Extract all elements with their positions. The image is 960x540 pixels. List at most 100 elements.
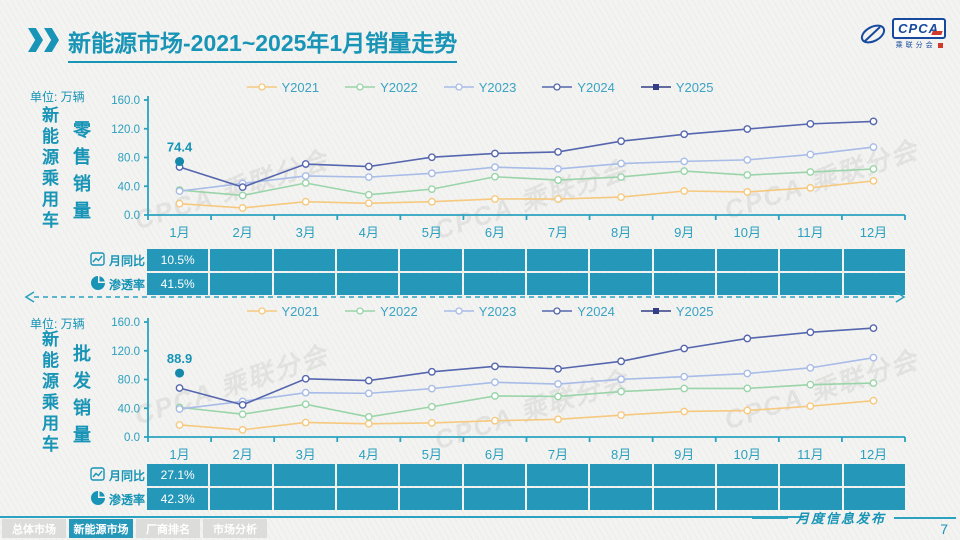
table-cell: 41.5% [147, 273, 209, 295]
legend-label: Y2023 [478, 79, 517, 95]
pie-chart-icon [90, 490, 105, 508]
table-cell [463, 249, 525, 271]
cpca-swoosh-icon [861, 24, 886, 44]
cpca-logo-text: CPCA [892, 18, 946, 39]
release-caption: 月度信息发布 [751, 508, 956, 527]
table-cell [653, 488, 715, 510]
tab-oem-ranking[interactable]: 厂商排名 [136, 519, 200, 538]
table-row-label-text: 月同比 [108, 253, 145, 268]
group-label-wholesale: 新能源乘用车 [39, 330, 58, 456]
table-cell [400, 273, 462, 295]
table-row-label-text: 月同比 [108, 468, 145, 483]
tab-overall-market[interactable]: 总体市场 [2, 519, 66, 538]
legend-retail: Y2021 Y2022 Y2023 Y2024 Y2025 [140, 79, 820, 95]
table-cell [273, 249, 335, 271]
pie-chart-icon [90, 275, 105, 293]
table-cell [273, 488, 335, 510]
table-cell [716, 464, 779, 486]
legend-item-y2023: Y2023 [443, 303, 517, 319]
table-cell [780, 249, 842, 271]
svg-text:11月: 11月 [797, 225, 824, 240]
svg-text:40.0: 40.0 [118, 181, 140, 193]
table-cell [463, 488, 525, 510]
svg-text:7月: 7月 [548, 447, 568, 462]
table-cell [526, 273, 589, 295]
unit-label-wholesale: 单位: 万辆 [30, 317, 85, 331]
table-cell [400, 488, 462, 510]
table-cell [653, 273, 715, 295]
legend-marker-icon [640, 308, 671, 314]
legend-item-y2025: Y2025 [640, 80, 713, 95]
legend-label: Y2023 [478, 303, 517, 319]
logo-red-square [937, 42, 943, 48]
table-cell [843, 249, 905, 271]
table-cell [590, 464, 652, 486]
table-cell [463, 273, 525, 295]
table-cell [780, 273, 842, 295]
tab-nev-market[interactable]: 新能源市场 [69, 519, 133, 538]
svg-text:2月: 2月 [233, 447, 253, 462]
tab-market-analysis[interactable]: 市场分析 [203, 519, 267, 538]
caption-left-line [751, 516, 788, 519]
table-cell [716, 273, 779, 295]
legend-label: Y2024 [577, 303, 615, 319]
svg-text:5月: 5月 [422, 447, 442, 462]
legend-wholesale: Y2021 Y2022 Y2023 Y2024 Y2025 [140, 303, 820, 319]
group-label-retail: 新能源乘用车 [39, 106, 58, 232]
svg-text:120.0: 120.0 [111, 346, 140, 358]
table-cell: 10.5% [147, 249, 209, 271]
legend-item-y2023: Y2023 [443, 79, 517, 95]
table-cell [463, 464, 525, 486]
unit-label-retail: 单位: 万辆 [30, 90, 85, 104]
chevron-right-icon [44, 28, 59, 52]
retail-trend-chart: 0.0 40.0 80.0 120.0 160.0 1月 2月 3月 4月 5月 6月 7月 8月 9月 1… [111, 95, 906, 240]
legend-item-y2021: Y2021 [246, 303, 320, 319]
legend-marker-icon [542, 307, 573, 315]
table-cell [653, 464, 715, 486]
legend-label: Y2022 [380, 303, 418, 319]
legend-marker-icon [345, 307, 376, 315]
chevron-right-icon [28, 28, 43, 52]
table-cell [526, 488, 589, 510]
svg-text:1月: 1月 [169, 225, 189, 240]
footer-rule [0, 516, 804, 518]
metric-label-wholesale: 批发销量 [71, 344, 91, 452]
legend-marker-icon [246, 83, 277, 91]
svg-text:3月: 3月 [296, 225, 316, 240]
svg-text:6月: 6月 [485, 225, 505, 240]
svg-text:160.0: 160.0 [111, 317, 140, 329]
legend-item-y2021: Y2021 [246, 80, 319, 95]
caption-text: 月度信息发布 [795, 511, 886, 526]
table-cell [590, 273, 652, 295]
bottom-nav: 总体市场 新能源市场 厂商排名 市场分析 [2, 519, 267, 538]
svg-text:2月: 2月 [233, 225, 253, 240]
svg-text:0.0: 0.0 [124, 210, 140, 222]
svg-text:3月: 3月 [296, 447, 316, 462]
line-chart-icon [90, 251, 105, 269]
retail-stats-table: 月同比 10.5% 渗透率 41.5% [73, 249, 905, 295]
svg-text:80.0: 80.0 [118, 375, 140, 387]
metric-label-retail: 零售销量 [71, 120, 91, 228]
svg-text:40.0: 40.0 [118, 403, 140, 415]
table-cell [210, 488, 272, 510]
table-cell [273, 464, 335, 486]
svg-text:74.4: 74.4 [167, 140, 193, 155]
table-row-label-渗透率: 渗透率 [73, 273, 145, 295]
table-cell [400, 249, 462, 271]
wholesale-stats-table: 月同比 27.1% 渗透率 42.3% [73, 464, 905, 510]
cpca-logo: CPCA 乘联分会 [858, 18, 946, 50]
legend-item-y2024: Y2024 [542, 80, 615, 95]
legend-label: Y2021 [281, 303, 320, 319]
table-cell [526, 249, 589, 271]
page-title: 新能源市场-2021~2025年1月销量走势 [68, 24, 458, 63]
wholesale-trend-chart: 0.0 40.0 80.0 120.0 160.0 1月 2月 3月 4月 5月 6月 7月 8月 9月 1… [111, 317, 906, 462]
table-cell [590, 488, 652, 510]
svg-text:4月: 4月 [359, 225, 379, 240]
table-row-label-text: 渗透率 [108, 492, 145, 507]
svg-text:8月: 8月 [611, 447, 631, 462]
table-cell [400, 464, 462, 486]
legend-item-y2025: Y2025 [640, 304, 713, 319]
svg-text:88.9: 88.9 [167, 351, 192, 366]
table-cell [336, 488, 399, 510]
